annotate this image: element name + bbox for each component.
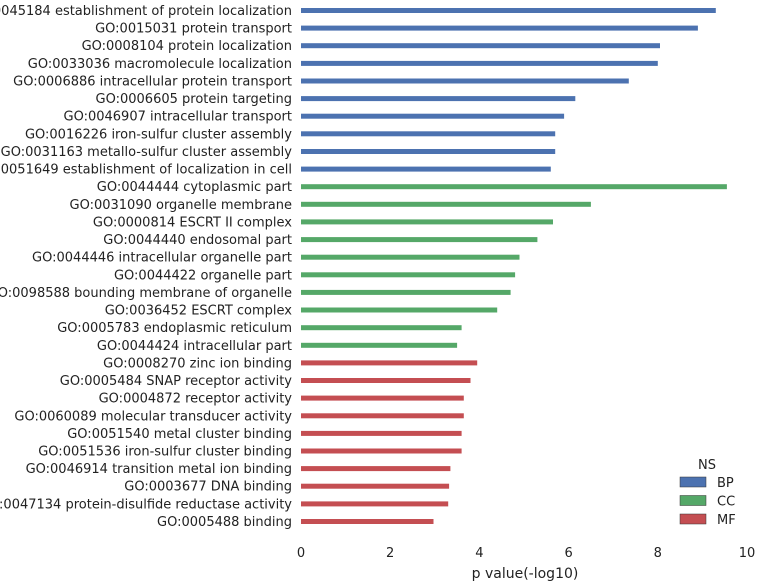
category-label: GO:0005484 SNAP receptor activity bbox=[60, 374, 293, 389]
category-label: GO:0000814 ESCRT II complex bbox=[93, 215, 292, 230]
category-label: GO:0031090 organelle membrane bbox=[70, 198, 293, 213]
category-label: GO:0003677 DNA binding bbox=[124, 480, 292, 495]
category-label: GO:0046907 intracellular transport bbox=[64, 110, 292, 125]
bar-3 bbox=[301, 60, 658, 66]
x-tick-label: 8 bbox=[654, 546, 662, 561]
bar-13 bbox=[301, 237, 538, 243]
legend: NS BP CC MF bbox=[679, 458, 736, 528]
x-tick-layer: 0 2 4 6 8 10 bbox=[297, 546, 755, 561]
bar-9 bbox=[301, 166, 551, 172]
bar-4 bbox=[301, 78, 629, 84]
category-label: GO:0098588 bounding membrane of organell… bbox=[0, 286, 292, 301]
bar-5 bbox=[301, 96, 576, 102]
bar-27 bbox=[301, 483, 450, 489]
x-axis-label: p value(-log10) bbox=[472, 566, 579, 582]
category-label: GO:0005488 binding bbox=[157, 515, 292, 530]
bar-21 bbox=[301, 378, 471, 383]
category-label: GO:0031163 metallo-sulfur cluster assemb… bbox=[1, 145, 293, 160]
legend-swatch-bp bbox=[679, 476, 707, 488]
legend-label-bp: BP bbox=[717, 476, 734, 491]
category-label: GO:0036452 ESCRT complex bbox=[105, 304, 293, 319]
category-label: GO:0015031 protein transport bbox=[95, 22, 292, 37]
bar-26 bbox=[301, 466, 451, 472]
category-label: GO:0060089 molecular transducer activity bbox=[14, 409, 292, 424]
bar-8 bbox=[301, 149, 556, 154]
category-label: GO:0051540 metal cluster binding bbox=[67, 427, 292, 442]
bar-12 bbox=[301, 219, 553, 225]
bar-10 bbox=[301, 184, 727, 190]
legend-swatch-cc bbox=[679, 495, 707, 506]
legend-label-cc: CC bbox=[717, 495, 735, 510]
legend-items: BP CC MF bbox=[679, 476, 736, 528]
bar-23 bbox=[301, 413, 464, 419]
x-tick-label: 6 bbox=[564, 546, 572, 561]
bar-28 bbox=[301, 501, 449, 507]
x-tick-label: 0 bbox=[297, 546, 305, 561]
bar-22 bbox=[301, 395, 464, 401]
category-label: GO:0006886 intracellular protein transpo… bbox=[13, 75, 292, 90]
category-label: GO:0044446 intracellular organelle part bbox=[32, 251, 292, 266]
category-labels-layer: GO:0045184 establishment of protein loca… bbox=[0, 4, 292, 530]
legend-title: NS bbox=[698, 458, 716, 473]
bar-1 bbox=[301, 25, 698, 31]
category-label: GO:0046914 transition metal ion binding bbox=[26, 462, 292, 477]
category-label: GO:0005783 endoplasmic reticulum bbox=[57, 321, 292, 336]
bar-14 bbox=[301, 254, 520, 260]
bar-11 bbox=[301, 201, 591, 207]
category-label: GO:0008270 zinc ion binding bbox=[103, 356, 292, 371]
bar-0 bbox=[301, 8, 716, 13]
bar-6 bbox=[301, 113, 565, 119]
x-tick-label: 2 bbox=[386, 546, 394, 561]
category-label: GO:0033036 macromolecule localization bbox=[28, 57, 292, 72]
bar-20 bbox=[301, 360, 478, 366]
x-tick-label: 4 bbox=[475, 546, 483, 561]
category-label: GO:0008104 protein localization bbox=[82, 39, 292, 54]
category-label: GO:0051649 establishment of localization… bbox=[0, 163, 292, 178]
x-tick-label: 10 bbox=[739, 546, 756, 561]
category-label: GO:0047134 protein-disulfide reductase a… bbox=[0, 497, 292, 512]
category-label: GO:0044444 cytoplasmic part bbox=[97, 180, 292, 195]
category-label: GO:0044440 endosomal part bbox=[103, 233, 292, 248]
bar-25 bbox=[301, 448, 462, 454]
category-label: GO:0044424 intracellular part bbox=[97, 339, 292, 354]
bar-7 bbox=[301, 131, 556, 137]
bar-24 bbox=[301, 430, 462, 436]
bar-15 bbox=[301, 272, 516, 278]
bar-17 bbox=[301, 307, 498, 313]
bar-2 bbox=[301, 43, 660, 49]
bar-19 bbox=[301, 342, 458, 348]
bars-layer bbox=[301, 8, 727, 524]
bar-16 bbox=[301, 289, 511, 295]
category-label: GO:0016226 iron-sulfur cluster assembly bbox=[25, 127, 292, 142]
bar-18 bbox=[301, 325, 462, 331]
legend-swatch-mf bbox=[679, 513, 707, 525]
category-label: GO:0044422 organelle part bbox=[114, 268, 292, 283]
legend-label-mf: MF bbox=[717, 513, 736, 528]
bar-29 bbox=[301, 519, 434, 524]
category-label: GO:0045184 establishment of protein loca… bbox=[0, 4, 292, 19]
category-label: GO:0004872 receptor activity bbox=[99, 392, 293, 407]
category-label: GO:0051536 iron-sulfur cluster binding bbox=[38, 445, 292, 460]
category-label: GO:0006605 protein targeting bbox=[96, 92, 292, 107]
